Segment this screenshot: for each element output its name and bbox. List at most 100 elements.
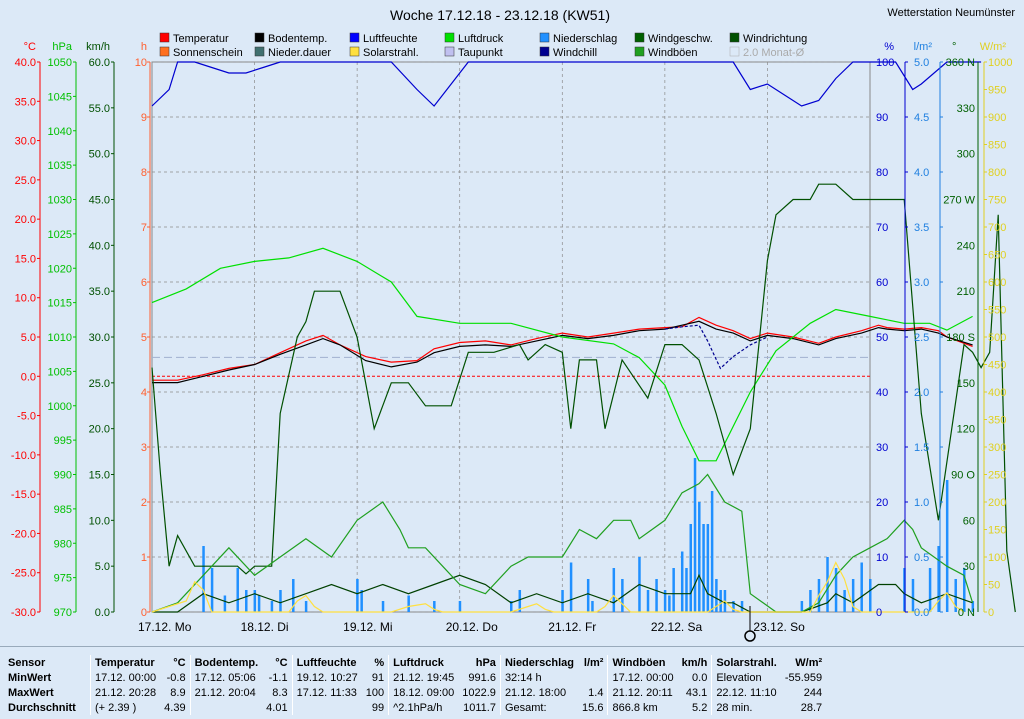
axis-tick-temp: -20.0 bbox=[11, 528, 36, 540]
axis-tick-pressure: 1015 bbox=[48, 298, 72, 310]
axis-tick-pressure: 1035 bbox=[48, 160, 72, 172]
stats-cell: Gesamt: bbox=[499, 700, 579, 715]
axis-tick-dir: 270 W bbox=[943, 195, 975, 207]
axis-tick-dir: 90 O bbox=[951, 470, 975, 482]
stats-cell bbox=[189, 700, 263, 715]
axis-unit-humidity: % bbox=[884, 41, 894, 53]
axis-tick-solar: 500 bbox=[988, 332, 1006, 344]
axis-tick-humidity: 80 bbox=[876, 167, 888, 179]
rain-bar bbox=[591, 601, 594, 612]
axis-tick-solar: 1000 bbox=[988, 57, 1012, 69]
stats-value: 91 bbox=[371, 671, 385, 684]
axis-tick-temp: 35.0 bbox=[15, 96, 36, 108]
legend-label: Solarstrahl. bbox=[363, 47, 419, 59]
axis-tick-wind: 55.0 bbox=[89, 103, 110, 115]
stats-value: 4.39 bbox=[164, 701, 186, 714]
rain-bar bbox=[621, 579, 624, 612]
stats-unit-cell: °C bbox=[275, 656, 288, 669]
axis-tick-solar: 800 bbox=[988, 167, 1006, 179]
axis-tick-temp: 40.0 bbox=[15, 57, 36, 69]
rain-bar bbox=[433, 601, 436, 612]
axis-tick-dir: 330 bbox=[957, 103, 975, 115]
axis-tick-pressure: 1010 bbox=[48, 332, 72, 344]
axis-tick-solar: 550 bbox=[988, 305, 1006, 317]
axis-tick-solar: 600 bbox=[988, 277, 1006, 289]
plot-area bbox=[151, 61, 1016, 613]
rain-bar bbox=[586, 579, 590, 612]
axis-tick-temp: -15.0 bbox=[11, 489, 36, 501]
day-label: 19.12. Mi bbox=[343, 620, 392, 634]
stats-cell: 32:14 h bbox=[499, 670, 579, 685]
rain-bar bbox=[809, 590, 812, 612]
axis-tick-wind: 20.0 bbox=[89, 424, 110, 436]
legend-label: Bodentemp. bbox=[268, 33, 327, 45]
legend-swatch bbox=[254, 46, 265, 57]
legend-swatch bbox=[539, 46, 550, 57]
axis-tick-pressure: 1045 bbox=[48, 91, 72, 103]
rain-bar bbox=[945, 480, 949, 612]
axis-tick-solar: 650 bbox=[988, 250, 1006, 262]
axis-tick-rain: 3.0 bbox=[914, 277, 929, 289]
chart-legend: Temperatur Bodentemp. Luftfeuchte Luftdruck… bbox=[159, 32, 807, 59]
stats-value: 1022.9 bbox=[462, 686, 496, 699]
series-luftfeuchte bbox=[151, 61, 982, 107]
axis-tick-humidity: 50 bbox=[876, 332, 888, 344]
axis-tick-rain: 4.0 bbox=[914, 167, 929, 179]
stats-value: -55.959 bbox=[784, 671, 823, 684]
axis-tick-humidity: 0 bbox=[876, 607, 882, 619]
rain-bar bbox=[612, 568, 616, 612]
rain-bar bbox=[685, 568, 688, 612]
rain-bar bbox=[561, 590, 564, 612]
stats-value: 1011.7 bbox=[463, 701, 496, 714]
legend-label: Sonnenschein bbox=[173, 47, 243, 59]
rain-bar bbox=[928, 568, 932, 612]
stats-value: 5.2 bbox=[692, 701, 708, 714]
axis-tick-temp: 15.0 bbox=[15, 253, 36, 265]
rain-bar bbox=[304, 601, 308, 612]
stats-row: MaxWert 21.12. 20:28 8.9 21.12. 20:04 8.3 17.… bbox=[4, 685, 826, 700]
axis-tick-solar: 450 bbox=[988, 360, 1006, 372]
axis-tick-pressure: 980 bbox=[54, 538, 72, 550]
axis-tick-solar: 700 bbox=[988, 222, 1006, 234]
axis-tick-solar: 150 bbox=[988, 525, 1006, 537]
legend-swatch bbox=[634, 32, 645, 43]
rain-bar bbox=[911, 579, 915, 612]
stats-header-cell: Luftfeuchte bbox=[291, 655, 362, 670]
day-label: 20.12. Do bbox=[446, 620, 498, 634]
stats-header-cell: Luftdruck bbox=[388, 655, 459, 670]
stats-value: -0.8 bbox=[166, 671, 186, 684]
rain-bar bbox=[971, 601, 975, 612]
rain-bar bbox=[279, 590, 282, 612]
axis-unit-pressure: hPa bbox=[52, 41, 72, 53]
axis-tick-pressure: 1005 bbox=[48, 366, 72, 378]
day-label: 18.12. Di bbox=[241, 620, 289, 634]
rain-bar bbox=[732, 601, 735, 612]
stats-header-cell: Windböen bbox=[607, 655, 678, 670]
stats-cell: Elevation bbox=[711, 670, 781, 685]
legend-swatch bbox=[634, 46, 645, 57]
stats-unit-cell: W/m² bbox=[795, 656, 823, 669]
series-windrichtung bbox=[151, 183, 1016, 613]
rain-bar bbox=[689, 524, 692, 612]
statistics-table: Sensor Temperatur °C Bodentemp. °C Luftfeucht… bbox=[4, 655, 826, 715]
axis-tick-rain: 2.0 bbox=[914, 387, 929, 399]
rain-bar bbox=[381, 601, 385, 612]
stats-value: 8.9 bbox=[170, 686, 186, 699]
axis-tick-hours: 1 bbox=[141, 552, 147, 564]
rain-bar bbox=[706, 524, 710, 612]
axis-tick-hours: 8 bbox=[141, 167, 147, 179]
rain-bar bbox=[356, 579, 359, 612]
stats-unit-cell: % bbox=[374, 656, 385, 669]
axis-unit-wind: km/h bbox=[86, 41, 110, 53]
legend-swatch bbox=[159, 46, 170, 57]
stats-cell: 22.12. 11:10 bbox=[711, 685, 781, 700]
rain-bar bbox=[869, 579, 872, 612]
axis-tick-humidity: 60 bbox=[876, 277, 888, 289]
stats-value: -1.1 bbox=[268, 671, 288, 684]
axis-tick-temp: -25.0 bbox=[11, 568, 36, 580]
stats-cell: Durchschnitt bbox=[8, 701, 76, 714]
rain-bar bbox=[843, 590, 846, 612]
legend-swatch bbox=[159, 32, 170, 43]
rain-bar bbox=[903, 568, 906, 612]
stats-cell: 18.12. 09:00 bbox=[388, 685, 459, 700]
